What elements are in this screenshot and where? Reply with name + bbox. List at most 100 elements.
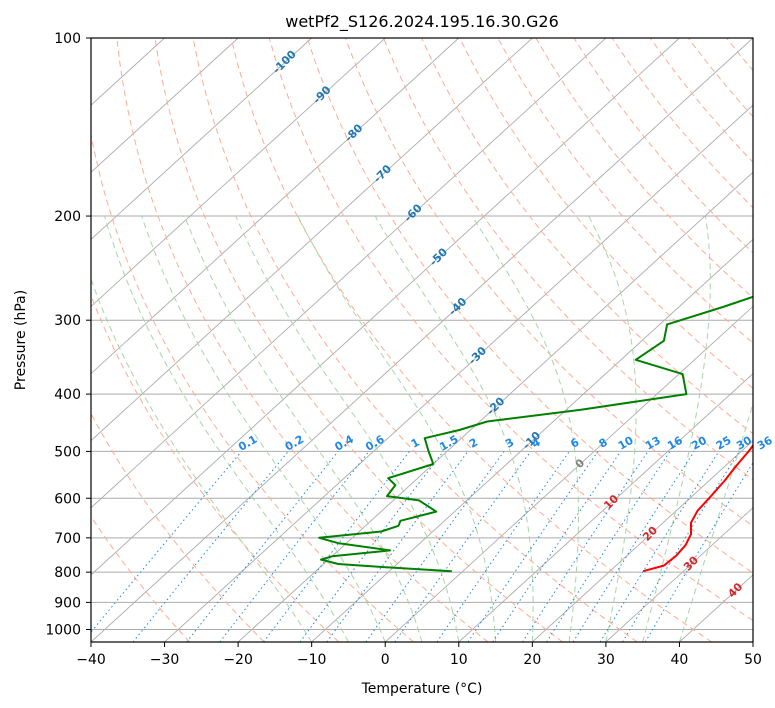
mixing-ratio-label: 10 [616,434,636,453]
mixing-ratio-line [219,451,370,642]
isotherm-line [91,38,386,308]
moist-adiabat-line [184,215,423,642]
mixing-ratio-label: 36 [755,434,775,453]
dry-adiabat-line [611,38,753,209]
x-tick-label: 20 [523,652,541,668]
isotherm-line [91,38,607,509]
mixing-ratio-label: 1 [409,436,422,451]
y-tick-label: 700 [54,531,81,547]
mixing-ratio-line [622,451,740,642]
y-tick-label: 600 [54,491,81,507]
mixing-ratio-line [186,451,339,642]
y-tick-label: 300 [54,313,81,329]
isotherm-line [384,305,753,642]
x-tick-label: −30 [150,652,180,668]
isotherm-line [237,171,753,642]
mixing-ratio-label: 8 [597,436,610,451]
dry-adiabat-line [154,38,563,642]
dry-adiabat-line [497,38,753,344]
dry-adiabat-line [91,132,414,642]
mixing-ratio-label: 1.5 [437,433,460,454]
mixing-ratio-label: 30 [734,434,754,453]
isotherm-label: -100 [270,48,299,77]
mixing-ratio-label: 16 [665,434,685,453]
moist-adiabat-line [588,215,637,642]
dry-adiabat-line [91,294,340,642]
x-axis: −40 −30 −20 −10 0 10 20 30 40 50 [76,642,762,668]
dry-adiabat-line [687,38,753,118]
isotherm-line [91,38,239,173]
x-axis-label: Temperature (°C) [361,681,483,697]
x-tick-label: 0 [381,652,390,668]
chart-title: wetPf2_S126.2024.195.16.30.G26 [285,12,559,32]
isotherm-line [91,38,680,576]
mixing-ratio-label: 25 [714,434,734,453]
y-tick-label: 900 [54,595,81,611]
mixing-ratio-label: 13 [643,434,663,453]
dry-adiabat-line [649,38,753,163]
isotherm-line [91,38,460,375]
isotherm-line [532,440,753,642]
mixing-ratio-line [436,451,570,642]
mixing-ratio-line [467,451,599,642]
mixing-ratio-label: 2 [467,436,480,451]
mixing-ratio-label: 6 [568,435,581,450]
dry-adiabat-line [268,38,753,622]
isotherm-line [91,38,533,442]
x-tick-label: −10 [297,652,327,668]
dewpoint-line [318,295,753,573]
moist-adiabat-line [297,215,497,642]
mixing-ratio-label: 0.6 [363,432,387,453]
x-tick-label: 10 [450,652,468,668]
y-tick-label: 800 [54,565,81,581]
dry-adiabat-line [573,38,753,254]
mixing-ratio-label: 0.2 [283,433,306,454]
dry-adiabat-line [726,38,753,72]
mixing-ratio-line [91,451,242,633]
isotherm-line [91,38,753,642]
y-tick-label: 100 [54,31,81,47]
x-tick-label: −20 [223,652,253,668]
y-axis-label: Pressure (hPa) [13,290,29,390]
dry-adiabat-line [306,38,753,574]
mixing-ratio-line [263,451,410,642]
plot-frame [90,37,754,643]
temperature-line [642,443,753,573]
mixing-ratio-line [522,451,649,642]
moist-adiabat-line [91,277,313,642]
moist-adiabat-line [374,215,534,642]
dry-adiabat-line [344,38,753,527]
x-tick-label: 50 [744,652,762,668]
x-tick-label: 30 [597,652,615,668]
dry-adiabat-line [91,412,265,642]
isotherm-line [164,104,753,642]
moist-adiabat-line [471,215,579,642]
x-tick-label: 40 [671,652,689,668]
isotherm-line [458,372,753,642]
background-lines [91,38,753,642]
moist-adiabat-line [642,215,711,642]
moist-adiabat-line [678,401,753,642]
isotherm-line [311,238,753,642]
y-tick-label: 200 [54,209,81,225]
y-tick-label: 500 [54,444,81,460]
dry-adiabat-line [535,38,753,299]
moist-adiabat-line [235,215,460,642]
moist-adiabat-line [141,215,386,642]
dry-adiabat-line [192,38,638,642]
mixing-ratio-line [365,451,505,642]
y-axis: 100 200 300 400 500 600 700 800 900 1000 [45,31,91,638]
mixing-ratio-line [394,451,532,642]
dry-adiabat-line [91,515,191,642]
x-tick-label: −40 [76,652,106,668]
y-tick-label: 1000 [45,622,81,638]
isotherm-line [91,38,312,240]
dry-adiabat-line [116,38,489,642]
y-tick-label: 400 [54,387,81,403]
mixing-ratio-line [572,451,695,642]
mixing-ratio-line [546,451,671,642]
mixing-ratio-line [299,451,444,642]
moist-adiabat-line [104,215,349,642]
mixing-ratio-line [132,451,289,642]
